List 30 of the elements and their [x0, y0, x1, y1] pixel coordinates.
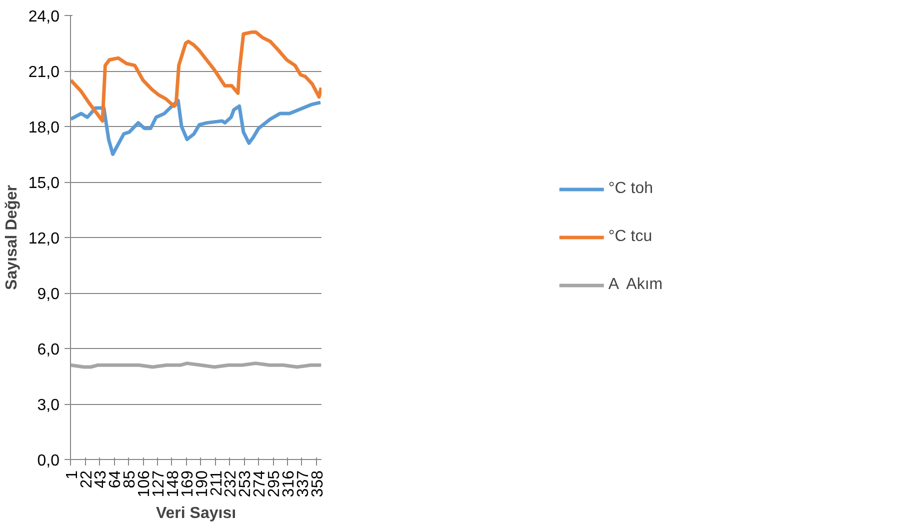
y-tick-label: 24,0 [28, 8, 60, 26]
x-tick-label: 211 [208, 470, 226, 496]
x-tick-label: 358 [309, 470, 326, 498]
x-tick-label: 85 [122, 470, 139, 488]
x-axis-title: Veri Sayısı [156, 505, 236, 522]
y-tick-label: 0,0 [37, 452, 60, 470]
x-tick-label: 169 [179, 470, 196, 498]
x-tick-label: 64 [107, 470, 124, 488]
y-axis-title: Sayısal Değer [3, 185, 20, 290]
x-tick-label: 253 [237, 470, 254, 498]
line-series [70, 30, 322, 123]
legend-label: °C tcu [608, 228, 652, 246]
y-tick-label: 18,0 [28, 120, 60, 136]
y-tick-label: 12,0 [28, 230, 60, 248]
x-tick-label: 190 [194, 470, 211, 498]
legend-label: A Akım [608, 276, 663, 294]
x-tick-label: 337 [294, 470, 312, 498]
x-tick-label: 1 [64, 470, 81, 480]
x-tick-label: 43 [92, 470, 110, 488]
y-tick-label: 9,0 [37, 286, 60, 303]
x-tick-label: 232 [222, 470, 240, 498]
y-tick-label: 3,0 [37, 397, 60, 414]
x-tick-label: 148 [164, 470, 182, 498]
line-series [70, 98, 322, 156]
y-tick-label: 6,0 [37, 342, 60, 358]
y-tick-label: 15,0 [28, 175, 60, 192]
x-tick-label: 274 [252, 470, 269, 498]
y-tick-label: 21,0 [28, 64, 60, 81]
legend-label: °C toh [608, 180, 654, 198]
x-tick-label: 22 [78, 470, 96, 488]
